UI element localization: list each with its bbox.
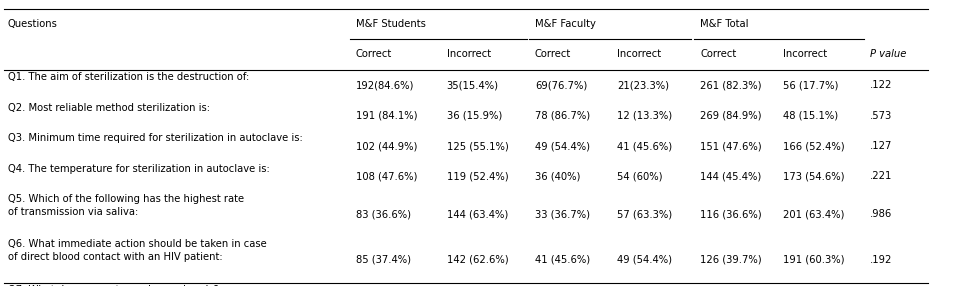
Text: Incorrect: Incorrect — [617, 49, 661, 59]
Text: 12 (13.3%): 12 (13.3%) — [617, 111, 672, 121]
Text: 83 (36.6%): 83 (36.6%) — [356, 209, 411, 219]
Text: .192: .192 — [870, 255, 893, 265]
Text: Correct: Correct — [700, 49, 736, 59]
Text: 41 (45.6%): 41 (45.6%) — [617, 141, 672, 151]
Text: .122: .122 — [870, 80, 893, 90]
Text: Q1. The aim of sterilization is the destruction of:: Q1. The aim of sterilization is the dest… — [8, 72, 249, 82]
Text: 21(23.3%): 21(23.3%) — [617, 80, 669, 90]
Text: Q2. Most reliable method sterilization is:: Q2. Most reliable method sterilization i… — [8, 103, 210, 113]
Text: 116 (36.6%): 116 (36.6%) — [700, 209, 762, 219]
Text: M&F Faculty: M&F Faculty — [535, 19, 596, 29]
Text: .221: .221 — [870, 172, 893, 181]
Text: 49 (54.4%): 49 (54.4%) — [535, 141, 590, 151]
Text: 41 (45.6%): 41 (45.6%) — [535, 255, 590, 265]
Text: 57 (63.3%): 57 (63.3%) — [617, 209, 672, 219]
Text: 142 (62.6%): 142 (62.6%) — [447, 255, 509, 265]
Text: Questions: Questions — [8, 19, 58, 29]
Text: Correct: Correct — [535, 49, 571, 59]
Text: .573: .573 — [870, 111, 893, 121]
Text: 85 (37.4%): 85 (37.4%) — [356, 255, 411, 265]
Text: 102 (44.9%): 102 (44.9%) — [356, 141, 417, 151]
Text: Q7. What do you use to wash your hands?: Q7. What do you use to wash your hands? — [8, 285, 219, 286]
Text: Q4. The temperature for sterilization in autoclave is:: Q4. The temperature for sterilization in… — [8, 164, 270, 174]
Text: 119 (52.4%): 119 (52.4%) — [447, 172, 509, 181]
Text: 173 (54.6%): 173 (54.6%) — [783, 172, 845, 181]
Text: Incorrect: Incorrect — [447, 49, 491, 59]
Text: P value: P value — [870, 49, 907, 59]
Text: 48 (15.1%): 48 (15.1%) — [783, 111, 838, 121]
Text: 261 (82.3%): 261 (82.3%) — [700, 80, 762, 90]
Text: .986: .986 — [870, 209, 893, 219]
Text: 126 (39.7%): 126 (39.7%) — [700, 255, 762, 265]
Text: 192(84.6%): 192(84.6%) — [356, 80, 414, 90]
Text: 191 (60.3%): 191 (60.3%) — [783, 255, 845, 265]
Text: Correct: Correct — [356, 49, 392, 59]
Text: Q5. Which of the following has the highest rate
of transmission via saliva:: Q5. Which of the following has the highe… — [8, 194, 244, 217]
Text: 35(15.4%): 35(15.4%) — [447, 80, 499, 90]
Text: 144 (45.4%): 144 (45.4%) — [700, 172, 761, 181]
Text: 269 (84.9%): 269 (84.9%) — [700, 111, 762, 121]
Text: M&F Total: M&F Total — [700, 19, 748, 29]
Text: 49 (54.4%): 49 (54.4%) — [617, 255, 672, 265]
Text: 36 (40%): 36 (40%) — [535, 172, 580, 181]
Text: M&F Students: M&F Students — [356, 19, 425, 29]
Text: 191 (84.1%): 191 (84.1%) — [356, 111, 418, 121]
Text: Q6. What immediate action should be taken in case
of direct blood contact with a: Q6. What immediate action should be take… — [8, 239, 267, 262]
Text: 201 (63.4%): 201 (63.4%) — [783, 209, 844, 219]
Text: 36 (15.9%): 36 (15.9%) — [447, 111, 502, 121]
Text: Q3. Minimum time required for sterilization in autoclave is:: Q3. Minimum time required for sterilizat… — [8, 133, 303, 143]
Text: 108 (47.6%): 108 (47.6%) — [356, 172, 417, 181]
Text: 78 (86.7%): 78 (86.7%) — [535, 111, 590, 121]
Text: 125 (55.1%): 125 (55.1%) — [447, 141, 509, 151]
Text: 144 (63.4%): 144 (63.4%) — [447, 209, 508, 219]
Text: .127: .127 — [870, 141, 893, 151]
Text: 69(76.7%): 69(76.7%) — [535, 80, 587, 90]
Text: Incorrect: Incorrect — [783, 49, 828, 59]
Text: 151 (47.6%): 151 (47.6%) — [700, 141, 762, 151]
Text: 54 (60%): 54 (60%) — [617, 172, 662, 181]
Text: 56 (17.7%): 56 (17.7%) — [783, 80, 838, 90]
Text: 166 (52.4%): 166 (52.4%) — [783, 141, 845, 151]
Text: 33 (36.7%): 33 (36.7%) — [535, 209, 590, 219]
